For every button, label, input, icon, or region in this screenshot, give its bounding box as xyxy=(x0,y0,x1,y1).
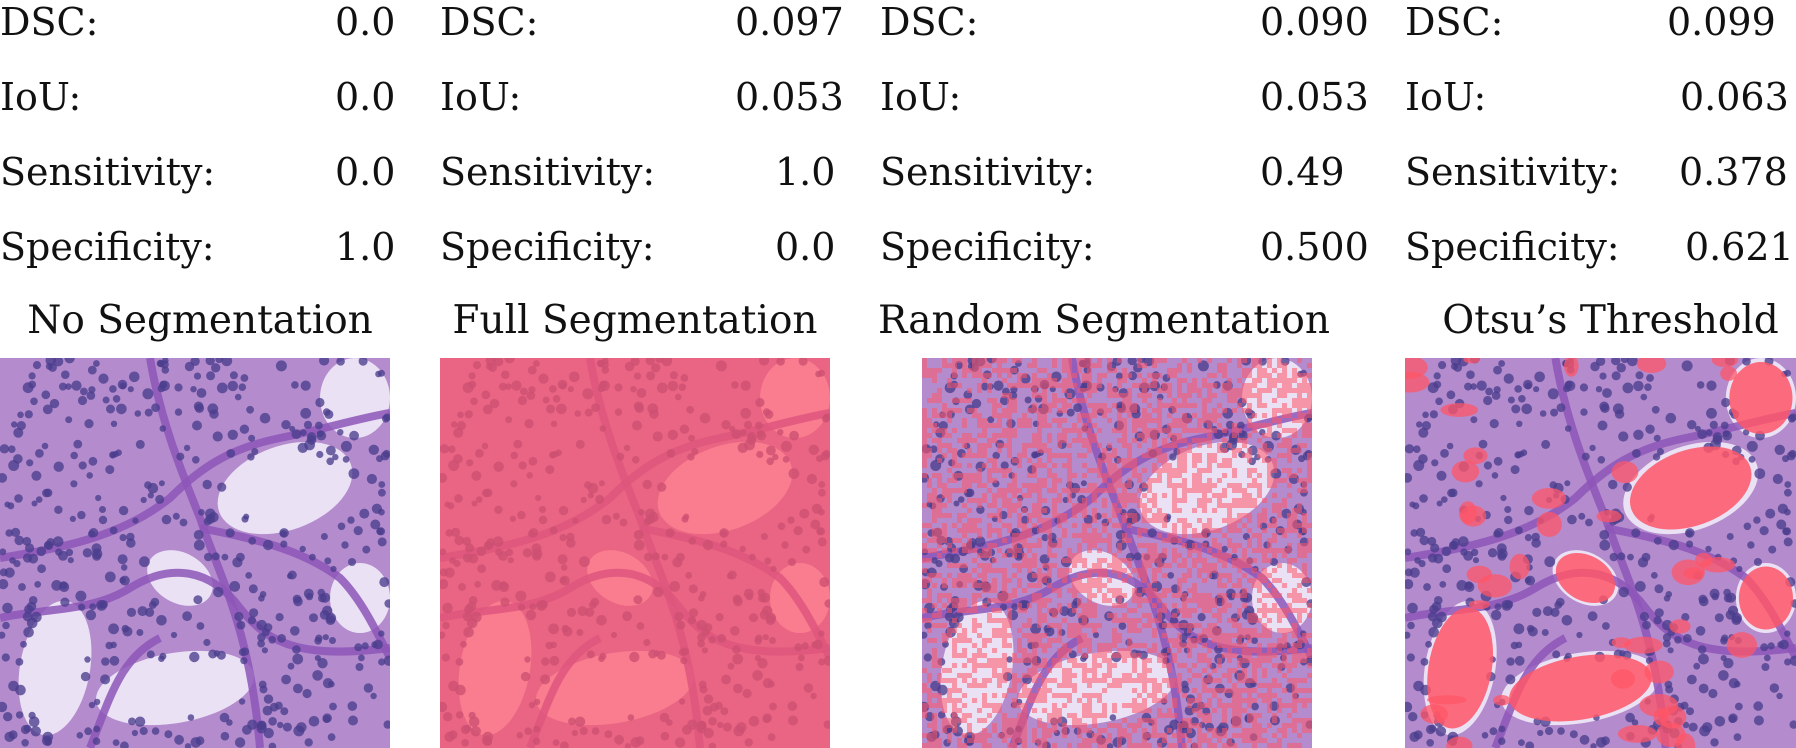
metric-label: IoU: xyxy=(440,75,522,119)
metric-label: Sensitivity: xyxy=(0,150,216,194)
metric-label: Sensitivity: xyxy=(880,150,1096,194)
lumen-region xyxy=(18,600,92,736)
metric-row-sensitivity: Sensitivity: 0.49 xyxy=(880,142,1345,202)
metric-label: Specificity: xyxy=(880,225,1095,269)
metric-value: 0.49 xyxy=(1260,150,1345,194)
metric-row-specificity: Specificity: 0.621 xyxy=(1405,217,1796,277)
metric-row-iou: IoU: 0.053 xyxy=(880,67,1369,127)
metric-row-specificity: Specificity: 0.0 xyxy=(440,217,840,277)
nuclei-layer xyxy=(0,358,390,748)
panel-title: No Segmentation xyxy=(27,298,373,343)
tissue-image-svg xyxy=(440,358,830,748)
tissue-image-svg xyxy=(1405,358,1796,748)
tissue-image-svg xyxy=(0,358,390,748)
segmentation-overlay xyxy=(440,358,830,748)
panel-title: Random Segmentation xyxy=(877,298,1331,343)
metric-value: 0.0 xyxy=(335,0,396,44)
metric-label: Sensitivity: xyxy=(1405,150,1621,194)
metric-value: 0.0 xyxy=(335,75,396,119)
metric-value: 1.0 xyxy=(335,225,396,269)
metric-value: 0.097 xyxy=(735,0,844,44)
lumen-region xyxy=(95,650,255,726)
metric-value: 0.053 xyxy=(735,75,844,119)
stroma-fibre xyxy=(146,358,264,748)
panel-title: Full Segmentation xyxy=(452,298,818,343)
metric-value: 0.063 xyxy=(1680,75,1789,119)
metric-label: IoU: xyxy=(1405,75,1487,119)
metric-value: 0.621 xyxy=(1685,225,1794,269)
stroma-fibre xyxy=(0,568,390,656)
metric-value: 0.0 xyxy=(335,150,396,194)
panel-title: Otsu’s Threshold xyxy=(1442,298,1779,343)
metric-value: 0.378 xyxy=(1679,150,1788,194)
metric-value: 1.0 xyxy=(775,150,836,194)
metric-row-specificity: Specificity: 0.500 xyxy=(880,217,1369,277)
metric-value: 0.099 xyxy=(1667,0,1776,44)
tissue-image xyxy=(440,358,830,748)
metric-row-specificity: Specificity: 1.0 xyxy=(0,217,400,277)
panel-random-segmentation: DSC: 0.090 IoU: 0.053 Sensitivity: 0.49 … xyxy=(878,0,1369,748)
segmentation-overlay xyxy=(1405,358,1793,748)
metric-label: IoU: xyxy=(0,75,82,119)
stroma-fibre xyxy=(1405,409,1796,562)
tissue-image-svg xyxy=(922,358,1312,748)
metric-row-sensitivity: Sensitivity: 1.0 xyxy=(440,142,840,202)
metric-row-iou: IoU: 0.0 xyxy=(0,67,400,127)
metric-label: DSC: xyxy=(880,0,979,44)
metric-value: 0.090 xyxy=(1260,0,1369,44)
metric-value: 0.053 xyxy=(1260,75,1369,119)
panel-no-segmentation: DSC: 0.0 IoU: 0.0 Sensitivity: 0.0 Speci… xyxy=(0,0,400,748)
stroma-fibre xyxy=(199,524,390,660)
metric-label: Specificity: xyxy=(0,225,215,269)
panel-full-segmentation: DSC: 0.097 IoU: 0.053 Sensitivity: 1.0 S… xyxy=(440,0,844,748)
metric-label: Sensitivity: xyxy=(440,150,656,194)
metric-label: IoU: xyxy=(880,75,962,119)
lumen-region xyxy=(217,441,353,535)
stroma-fibre xyxy=(0,409,390,562)
metric-row-dsc: DSC: 0.0 xyxy=(0,0,400,52)
tissue-image xyxy=(0,358,390,748)
tissue-image xyxy=(922,358,1312,748)
metric-row-sensitivity: Sensitivity: 0.0 xyxy=(0,142,400,202)
panel-otsu-threshold: DSC: 0.099 IoU: 0.063 Sensitivity: 0.378… xyxy=(1405,0,1796,748)
metric-row-dsc: DSC: 0.090 xyxy=(880,0,1369,52)
metric-value: 0.500 xyxy=(1260,225,1369,269)
lumen-region xyxy=(147,550,213,606)
metric-row-iou: IoU: 0.053 xyxy=(440,67,844,127)
metric-label: DSC: xyxy=(440,0,539,44)
segmentation-overlay xyxy=(922,358,1312,748)
tissue-image xyxy=(1405,358,1796,748)
metric-label: Specificity: xyxy=(440,225,655,269)
metric-row-sensitivity: Sensitivity: 0.378 xyxy=(1405,142,1796,202)
metric-row-dsc: DSC: 0.097 xyxy=(440,0,844,52)
metric-label: DSC: xyxy=(1405,0,1504,44)
metric-row-dsc: DSC: 0.099 xyxy=(1405,0,1796,52)
metric-label: Specificity: xyxy=(1405,225,1620,269)
metric-value: 0.0 xyxy=(775,225,836,269)
metric-label: DSC: xyxy=(0,0,99,44)
stroma-fibre xyxy=(1604,524,1796,660)
metric-row-iou: IoU: 0.063 xyxy=(1405,67,1796,127)
